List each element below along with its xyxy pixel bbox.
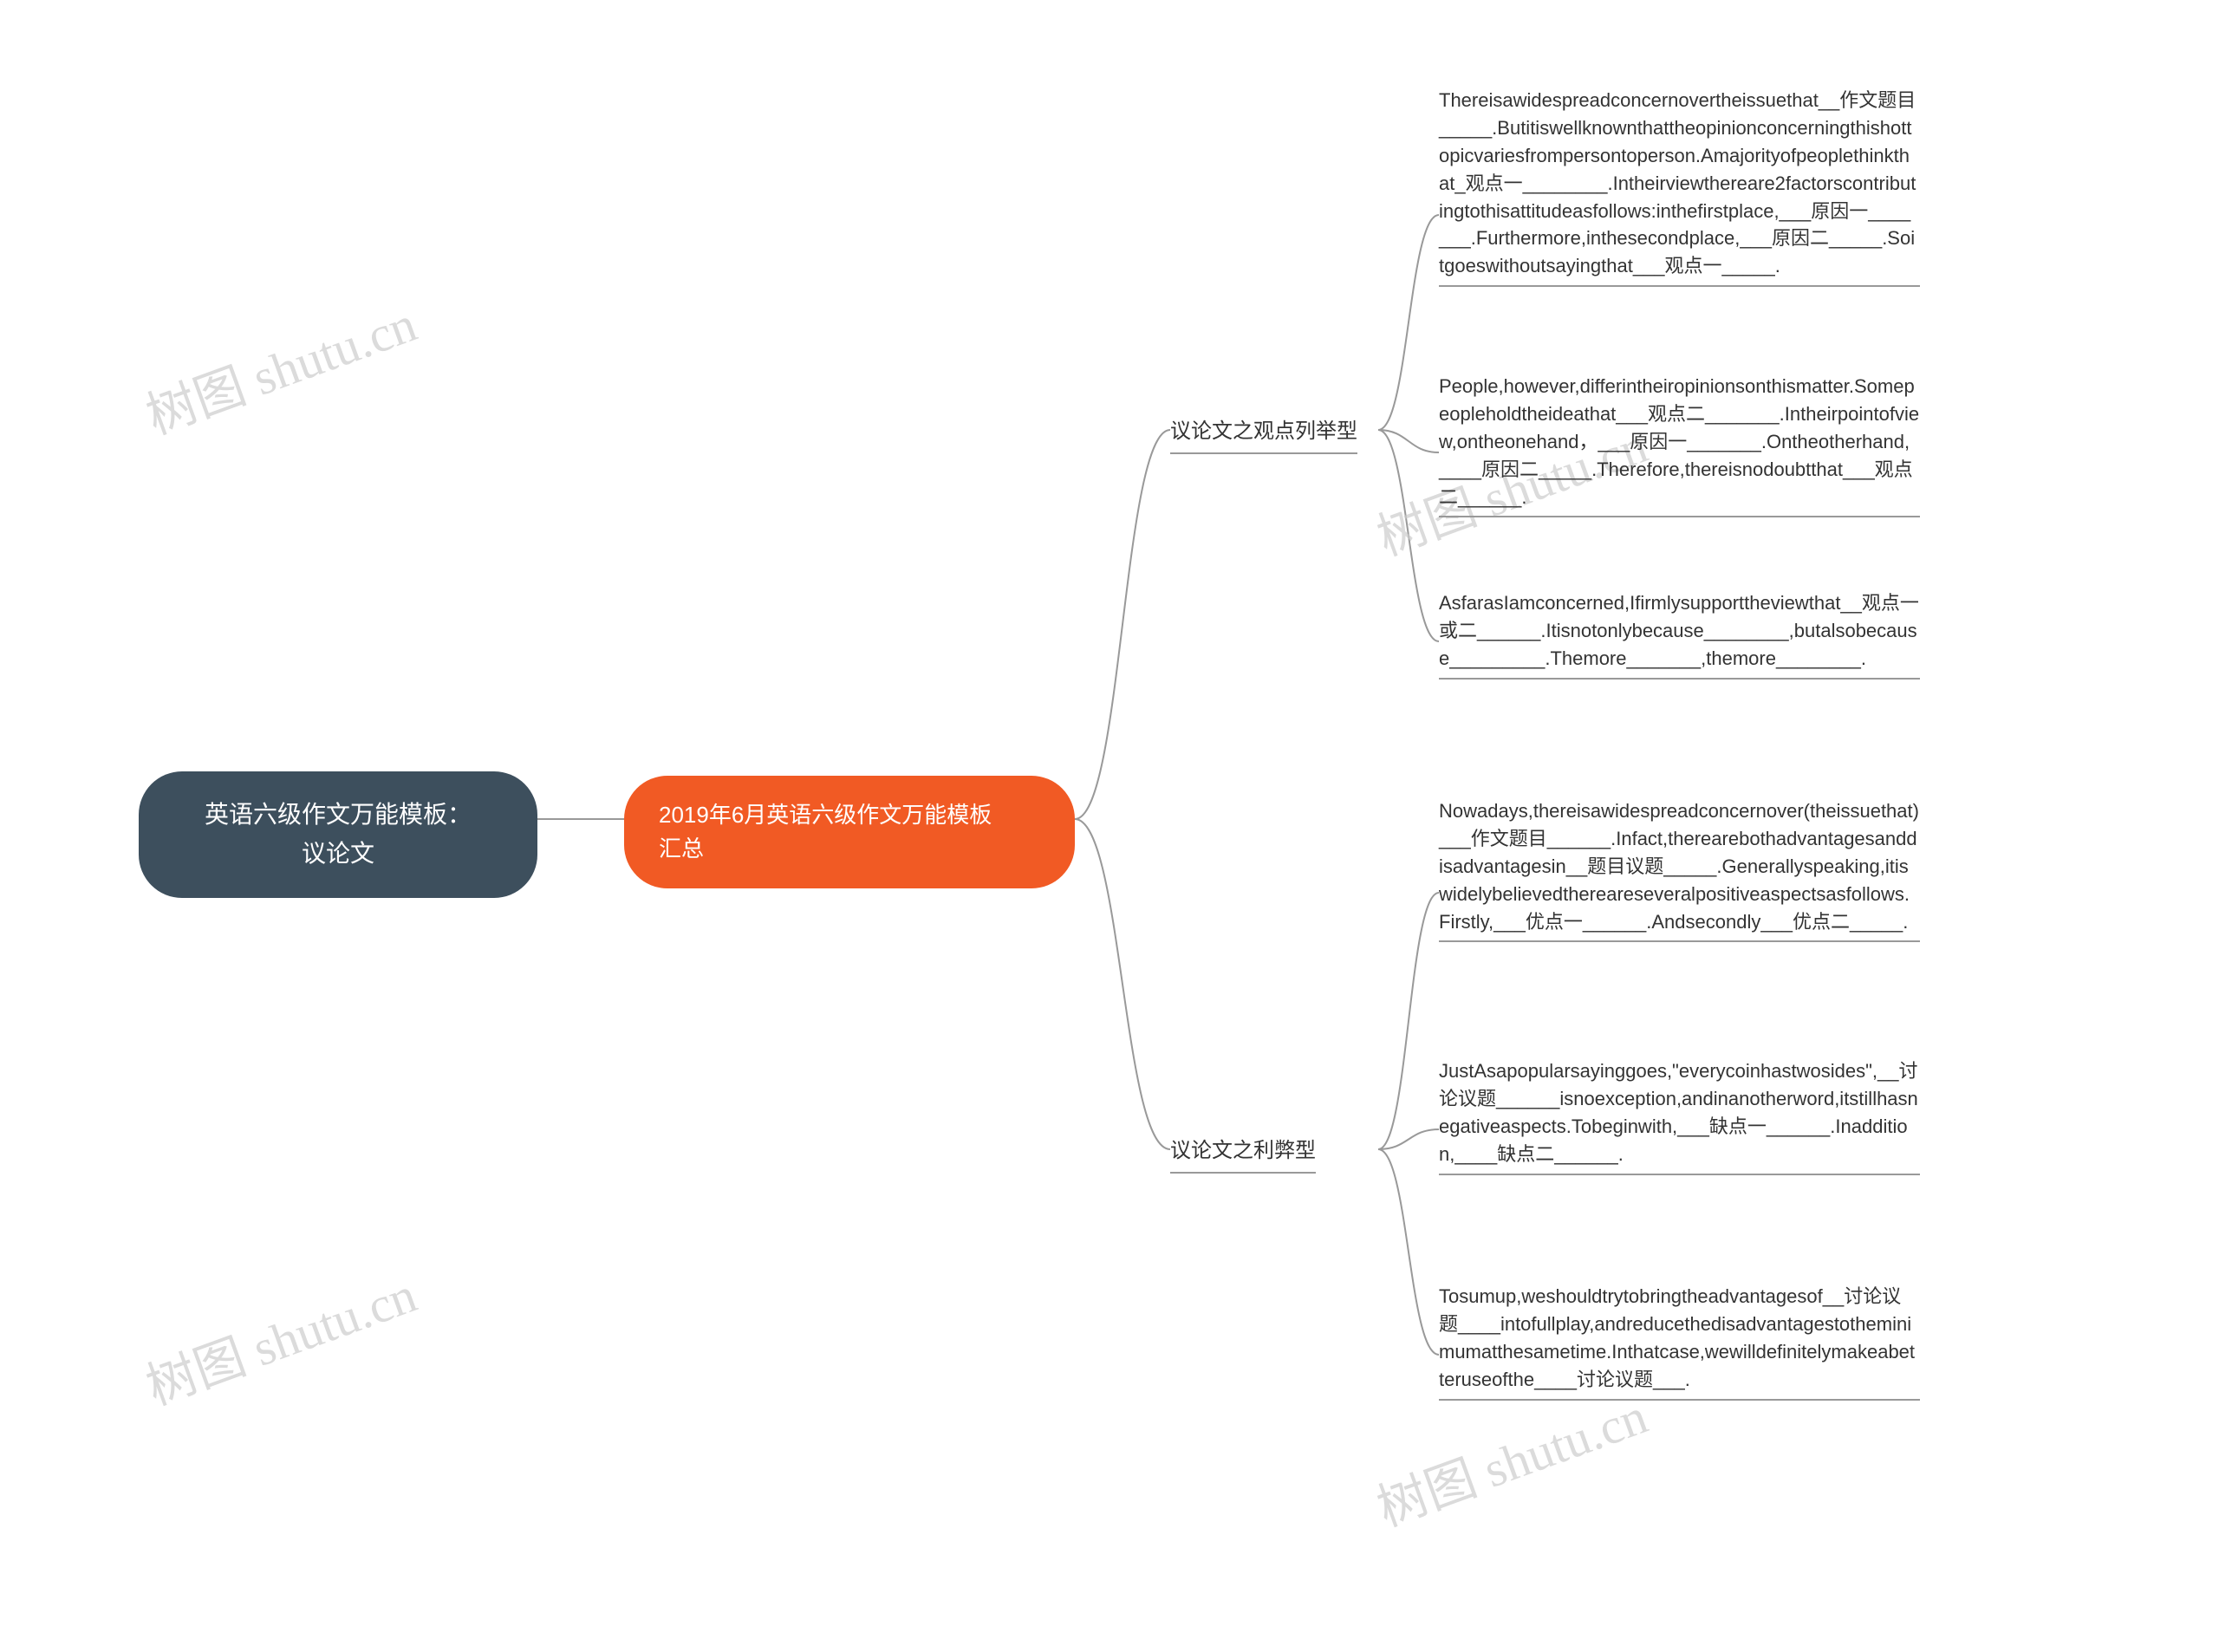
leaf-s1l2: People,however,differintheiropinionsonth…: [1439, 373, 1920, 517]
leaf-s1l1: Thereisawidespreadconcernovertheissuetha…: [1439, 87, 1920, 287]
subbranch-viewpoint: 议论文之观点列举型: [1170, 416, 1357, 454]
leaf-s2l3: Tosumup,weshouldtrytobringtheadvantageso…: [1439, 1283, 1920, 1401]
watermark: 树图 shutu.cn: [134, 1254, 425, 1419]
root-line2: 议论文: [302, 840, 374, 867]
subbranch-proscons: 议论文之利弊型: [1170, 1135, 1316, 1174]
mindmap-canvas: 树图 shutu.cn 树图 shutu.cn 树图 shutu.cn 树图 s…: [0, 0, 2219, 1652]
branch-line2: 汇总: [659, 836, 704, 862]
leaf-s1l3: AsfarasIamconcerned,Ifirmlysupportthevie…: [1439, 589, 1920, 680]
watermark: 树图 shutu.cn: [134, 283, 425, 448]
leaf-s2l2: JustAsapopularsayinggoes,"everycoinhastw…: [1439, 1057, 1920, 1175]
branch-line1: 2019年6月英语六级作文万能模板: [659, 802, 992, 828]
root-line1: 英语六级作文万能模板：: [205, 801, 472, 828]
branch-node: 2019年6月英语六级作文万能模板 汇总: [624, 776, 1075, 888]
root-node: 英语六级作文万能模板： 议论文: [139, 771, 537, 898]
leaf-s2l1: Nowadays,thereisawidespreadconcernover(t…: [1439, 797, 1920, 942]
